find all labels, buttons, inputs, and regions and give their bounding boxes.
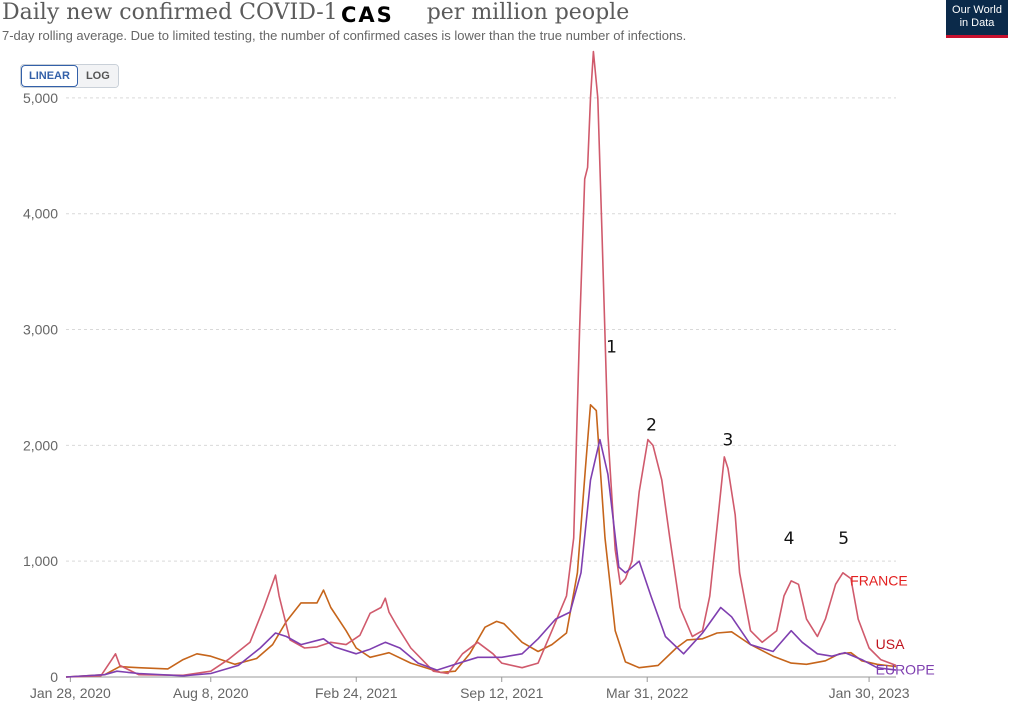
x-tick-label: Jan 30, 2023 [829,685,910,701]
x-tick-label: Feb 24, 2021 [315,685,398,701]
linear-scale-button[interactable]: LINEAR [21,65,78,87]
x-tick-label: Sep 12, 2021 [460,685,544,701]
y-tick-label: 2,000 [23,437,58,453]
x-tick-label: Jan 28, 2020 [30,685,111,701]
y-tick-label: 0 [50,669,58,685]
line-label-france: FRANCE [850,573,908,589]
title-overlay-label: CAS [337,0,419,30]
scale-toggle: LINEAR LOG [20,64,119,88]
owid-logo[interactable]: Our World in Data [946,0,1008,38]
label-layer: 1 2 3 4 5 FRANCE USA EUROPE [606,338,935,678]
series-layer [65,50,897,678]
y-tick-label: 4,000 [23,206,58,222]
chart-title: Daily new confirmed COVID-19 cases per m… [2,0,630,25]
x-tick-label: Aug 8, 2020 [173,685,249,701]
y-tick-label: 5,000 [23,90,58,106]
title-area: Daily new confirmed COVID-19 cases per m… [0,0,940,30]
logo-line-2: in Data [959,17,995,29]
annotation-3: 3 [723,430,734,450]
chart-subtitle: 7-day rolling average. Due to limited te… [2,28,687,43]
x-tick-label: Mar 31, 2022 [606,685,689,701]
title-overlay-text: CAS [341,3,394,27]
annotation-1: 1 [606,338,617,358]
annotation-5: 5 [838,529,849,549]
series-line-europe [65,438,897,678]
y-tick-label: 3,000 [23,322,58,338]
axis-layer: 0 1,000 2,000 3,000 4,000 5,000 Jan 28, 2020 Au… [23,90,910,701]
annotation-2: 2 [646,415,657,435]
log-scale-button[interactable]: LOG [77,65,118,87]
series-line-france [65,50,897,678]
line-label-europe: EUROPE [876,662,935,678]
line-label-usa: USA [876,636,905,652]
grid-layer [66,97,896,562]
y-tick-label: 1,000 [23,553,58,569]
annotation-4: 4 [784,529,795,549]
logo-line-1: Our World [952,4,1002,16]
